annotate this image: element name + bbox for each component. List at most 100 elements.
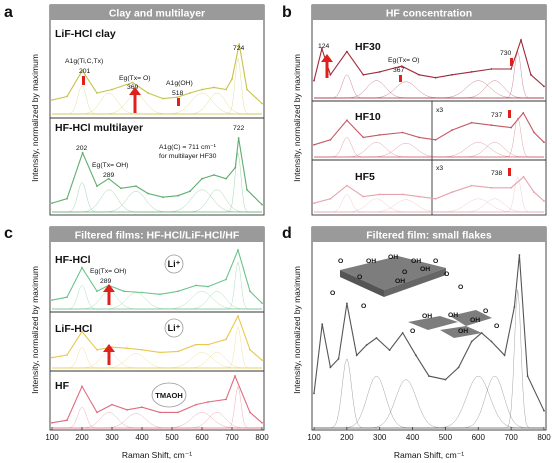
panel-c-hfhcl-point xyxy=(159,293,161,296)
panel-b-hf10-point xyxy=(346,119,348,122)
panel-d-letter: d xyxy=(282,225,292,242)
flake-oh-label: OH xyxy=(395,278,405,285)
flake-o-label: O xyxy=(444,271,449,278)
panel-b-ann-eg-o: Eg(Tx= O) xyxy=(388,57,420,64)
panel-b-hf5-line xyxy=(313,175,545,204)
panel-c-hfhcl-point xyxy=(66,296,68,299)
panel-c-hfhcl-point xyxy=(81,266,83,269)
panel-b-hf30-point xyxy=(329,73,332,76)
panel-c-lifhcl-point xyxy=(207,343,209,346)
panel-b-hf5-point xyxy=(362,195,365,198)
x-tick-label: 200 xyxy=(75,433,89,442)
panel-b-header: HF concentration xyxy=(386,8,472,20)
panel-c-li-badge-1 xyxy=(164,254,184,274)
panel-c-hfhcl-point xyxy=(237,249,239,251)
panel-c-header: Filtered films: HF-HCl/LiF-HCl/HF xyxy=(75,230,240,242)
panel-b-hf10-point xyxy=(434,138,437,141)
panel-b-ann-367: 367 xyxy=(393,67,405,74)
panel-d-xlabel: Raman Shift, cm⁻¹ xyxy=(394,450,464,460)
panel-a-top-plot xyxy=(51,43,263,115)
panel-a-hf-component-5 xyxy=(52,152,262,213)
panel-a-lif-point xyxy=(66,95,68,98)
panel-b-hf30-component-5 xyxy=(314,50,544,99)
panel-a-hf-component-4 xyxy=(52,189,262,213)
x-tick-label: 500 xyxy=(439,433,453,442)
panel-d-flakes-point xyxy=(415,354,417,357)
panel-c-ann-li2: Li⁺ xyxy=(168,323,181,333)
flake-oh-label: OH xyxy=(411,258,421,265)
flake-oh-label: OH xyxy=(448,312,458,319)
panel-b-hf30-component-0 xyxy=(314,74,544,99)
panel-c-lifhcl-plot xyxy=(51,314,263,369)
panel-d-header: Filtered film: small flakes xyxy=(366,230,492,242)
panel-c-lifhcl-point xyxy=(66,354,68,356)
flake-o-label: O xyxy=(357,274,362,281)
panel-c-header-bg xyxy=(50,227,264,242)
panel-b-hf30-component-4 xyxy=(314,80,544,99)
panel-a-ann-a1g-c2: for multilayer HF30 xyxy=(159,153,217,160)
panel-c-ylabel: Intensity, normalized by maximum xyxy=(30,266,40,394)
panel-a-hf-point xyxy=(189,190,191,193)
x-tick-label: 400 xyxy=(406,433,420,442)
panel-b-hf10-plot xyxy=(313,111,545,158)
panel-b-hf30-point xyxy=(470,71,473,73)
panel-b-hf30-point xyxy=(313,79,315,82)
panel-d-flakes-component-5 xyxy=(314,289,544,429)
panel-d: d Intensity, normalized by maximum Filte… xyxy=(282,225,551,460)
panel-a-hf-point xyxy=(261,203,263,206)
panel-a-ann-a1g-top: A1g(Ti,C,Tx) xyxy=(65,58,103,65)
panel-a-lif-point xyxy=(51,99,53,101)
panel-a-lif-point xyxy=(131,81,134,84)
x-tick-label: 300 xyxy=(105,433,119,442)
panel-c-hfhcl-point xyxy=(123,290,125,293)
panel-b-hf10-point xyxy=(490,124,493,127)
x-tick-label: 200 xyxy=(340,433,354,442)
flake-large-front xyxy=(384,268,446,297)
panel-c-hfhcl-point xyxy=(141,291,143,294)
panel-a-lif-point xyxy=(176,96,179,99)
panel-a-ann-eg-top: Eg(Tx= O) xyxy=(119,75,151,82)
panel-c-ann-289: 289 xyxy=(100,278,112,285)
panel-b-hf5-point xyxy=(543,200,545,202)
panel-a-ann-369: 369 xyxy=(127,84,139,91)
panel-d-flakes-point xyxy=(543,409,545,412)
panel-c-hf-component-5 xyxy=(52,385,262,429)
panel-a-hf-point xyxy=(51,202,53,205)
flake-oh-label: OH xyxy=(388,254,398,261)
panel-b-ann-x3b: x3 xyxy=(436,165,443,172)
x-tick-label: 800 xyxy=(255,433,269,442)
flake-o-label: O xyxy=(410,328,415,335)
panel-c-hfhcl-point xyxy=(225,278,227,281)
flake-oh-label: OH xyxy=(420,266,430,273)
panel-d-flakes-point xyxy=(313,392,315,395)
panel-a-letter: a xyxy=(4,4,13,21)
panel-c-hf-point xyxy=(225,398,227,401)
panel-a-sub2: HF-HCl multilayer xyxy=(55,122,143,134)
panel-b-hf30-point xyxy=(490,68,493,70)
panel-b-arrowhead-124 xyxy=(321,54,333,62)
panel-a-hf-point xyxy=(201,177,203,180)
panel-b-hf10-point xyxy=(401,131,404,134)
panel-d-flakes-point xyxy=(428,375,430,377)
panel-a-hf-point xyxy=(237,137,240,139)
panel-a-lif-point xyxy=(162,97,164,100)
panel-a-lif-point xyxy=(246,88,248,91)
panel-a-marker-518 xyxy=(177,98,180,106)
panel-b-hf10-point xyxy=(533,131,535,134)
panel-c-xlabel: Raman Shift, cm⁻¹ xyxy=(122,450,192,460)
panel-b-hf10-point xyxy=(313,143,315,146)
panel-a-hf-point xyxy=(177,194,179,197)
x-tick-label: 300 xyxy=(373,433,387,442)
panel-a: a Intensity, normalized by maximum Clay … xyxy=(4,4,265,216)
panel-c-sub2: LiF-HCl xyxy=(55,323,92,335)
panel-c-lifhcl-point xyxy=(177,350,179,353)
panel-b-hf10-point xyxy=(362,136,365,139)
panel-c-hf-point xyxy=(249,411,251,414)
panel-c-sub1: HF-HCl xyxy=(55,254,91,266)
panel-c-hfhcl-point xyxy=(96,290,98,293)
panel-b-hf5-point xyxy=(418,195,420,198)
panel-b-hf10-component-0 xyxy=(314,137,544,158)
panel-d-flakes-component-0 xyxy=(314,358,544,429)
flake-oh-label: OH xyxy=(422,313,432,320)
